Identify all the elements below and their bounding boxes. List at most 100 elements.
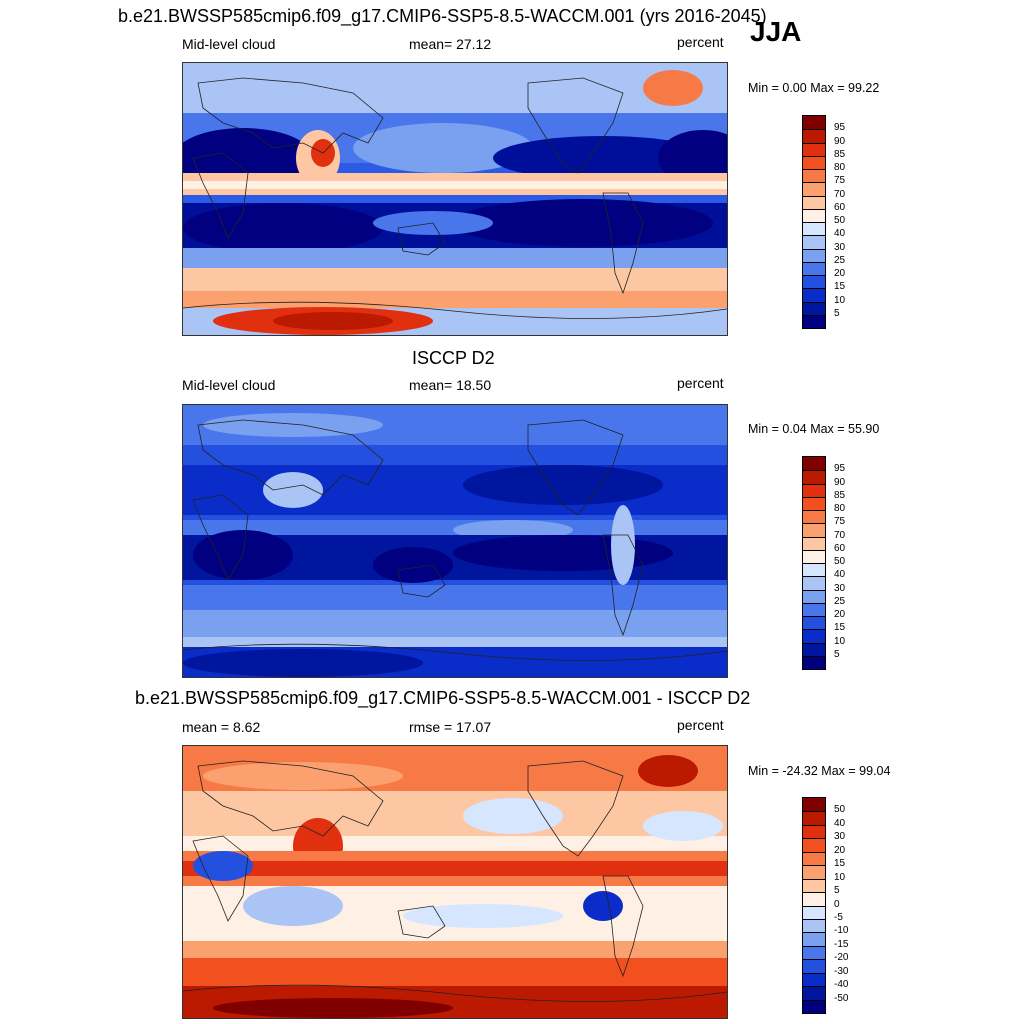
colorbar-swatch — [803, 629, 825, 643]
colorbar-tick-label: -15 — [834, 938, 849, 950]
colorbar-tick-label: 20 — [834, 609, 846, 620]
colorbar-tick-label: 5 — [834, 648, 840, 660]
colorbar-swatch — [803, 972, 825, 987]
colorbar-tick-label: -10 — [834, 925, 849, 937]
panel2-minmax-label: Min = 0.04 Max = 55.90 — [748, 422, 880, 436]
colorbar-tick-label: 30 — [834, 831, 846, 843]
colorbar-tick-label: 95 — [834, 122, 846, 134]
colorbar-swatch — [803, 248, 825, 262]
colorbar-tick-label: 30 — [834, 582, 846, 594]
colorbar-swatch — [803, 918, 825, 933]
panel3-mean-label: mean = 8.62 — [182, 719, 261, 735]
colorbar-tick-label: -5 — [834, 911, 843, 923]
panel3-minmax-label: Min = -24.32 Max = 99.04 — [748, 764, 891, 778]
colorbar-swatch — [803, 655, 825, 669]
colorbar-swatch — [803, 576, 825, 590]
colorbar-swatch — [803, 642, 825, 656]
colorbar-swatch — [803, 838, 825, 852]
colorbar-swatch — [803, 892, 825, 906]
colorbar-swatch — [803, 301, 825, 315]
colorbar-tick-label: 15 — [834, 281, 846, 293]
colorbar-tick-label: 15 — [834, 858, 846, 870]
colorbar-tick-label: 75 — [834, 516, 846, 528]
panel1-contour-field — [183, 63, 727, 335]
colorbar-swatch — [803, 129, 825, 143]
panel3-title: b.e21.BWSSP585cmip6.f09_g17.CMIP6-SSP5-8… — [135, 688, 751, 708]
colorbar-swatch — [803, 470, 825, 484]
colorbar-tick-label: -50 — [834, 992, 849, 1004]
colorbar-swatch — [803, 563, 825, 577]
colorbar-swatch — [803, 589, 825, 603]
panel2-variable-label: Mid-level cloud — [182, 377, 276, 393]
panel1-variable-label: Mid-level cloud — [182, 36, 276, 52]
panel3-contour-field — [183, 746, 727, 1018]
colorbar-tick-label: 50 — [834, 804, 846, 816]
colorbar-swatch — [803, 182, 825, 196]
colorbar-swatch — [803, 905, 825, 919]
colorbar-swatch — [803, 986, 825, 1000]
colorbar-swatch — [803, 536, 825, 550]
panel2-map — [182, 404, 728, 678]
panel1-title: b.e21.BWSSP585cmip6.f09_g17.CMIP6-SSP5-8… — [118, 6, 767, 26]
colorbar-tick-label: 40 — [834, 817, 846, 829]
colorbar-tick-label: 90 — [834, 135, 846, 147]
panel3-map — [182, 745, 728, 1019]
colorbar-tick-label: 85 — [834, 148, 846, 160]
panel3-units-label: percent — [677, 717, 724, 733]
colorbar-swatch — [803, 549, 825, 563]
colorbar-tick-label: 80 — [834, 503, 846, 514]
colorbar-tick-label: 5 — [834, 885, 840, 897]
colorbar-swatch — [803, 851, 825, 866]
colorbar-tick-label: 40 — [834, 569, 846, 581]
panel2-units-label: percent — [677, 375, 724, 391]
panel2-contour-field — [183, 405, 727, 677]
colorbar-tick-label: 70 — [834, 529, 846, 541]
colorbar-tick-label: 50 — [834, 215, 846, 226]
colorbar-swatch — [803, 288, 825, 302]
colorbar-tick-label: -20 — [834, 952, 849, 964]
colorbar-swatch — [803, 523, 825, 537]
colorbar-tick-label: 25 — [834, 595, 846, 607]
colorbar-tick-label: 10 — [834, 635, 846, 647]
panel1-map — [182, 62, 728, 336]
colorbar-tick-label: -40 — [834, 979, 849, 991]
colorbar-tick-label: 20 — [834, 268, 846, 279]
panel2-mean-label: mean= 18.50 — [409, 377, 492, 393]
colorbar-tick-label: 60 — [834, 201, 846, 213]
colorbar-swatch — [803, 222, 825, 236]
colorbar-tick-label: 85 — [834, 489, 846, 501]
panel1-colorbar — [802, 115, 826, 329]
colorbar-swatch — [803, 865, 825, 879]
colorbar-tick-label: 30 — [834, 241, 846, 253]
colorbar-tick-label: 5 — [834, 307, 840, 319]
colorbar-swatch — [803, 878, 825, 893]
colorbar-tick-label: 90 — [834, 476, 846, 488]
colorbar-swatch — [803, 275, 825, 289]
panel2-colorbar — [802, 456, 826, 670]
colorbar-tick-label: 95 — [834, 463, 846, 475]
colorbar-swatch — [803, 932, 825, 946]
colorbar-swatch — [803, 602, 825, 616]
colorbar-swatch — [803, 959, 825, 973]
colorbar-tick-label: 75 — [834, 175, 846, 187]
colorbar-swatch — [803, 824, 825, 839]
colorbar-tick-label: 60 — [834, 542, 846, 554]
colorbar-swatch — [803, 999, 825, 1013]
colorbar-tick-label: 25 — [834, 254, 846, 266]
colorbar-swatch — [803, 616, 825, 630]
colorbar-swatch — [803, 155, 825, 169]
colorbar-tick-label: 15 — [834, 622, 846, 634]
colorbar-swatch — [803, 314, 825, 328]
colorbar-tick-label: 10 — [834, 871, 846, 883]
colorbar-swatch — [803, 811, 825, 825]
colorbar-swatch — [803, 510, 825, 524]
panel3-rmse-label: rmse = 17.07 — [409, 719, 492, 735]
season-label: JJA — [750, 16, 802, 47]
colorbar-tick-label: 0 — [834, 898, 840, 910]
panel1-mean-label: mean= 27.12 — [409, 36, 492, 52]
panel3-colorbar — [802, 797, 826, 1014]
colorbar-tick-label: -30 — [834, 965, 849, 977]
colorbar-tick-label: 50 — [834, 556, 846, 567]
colorbar-swatch — [803, 195, 825, 209]
colorbar-swatch — [803, 208, 825, 222]
